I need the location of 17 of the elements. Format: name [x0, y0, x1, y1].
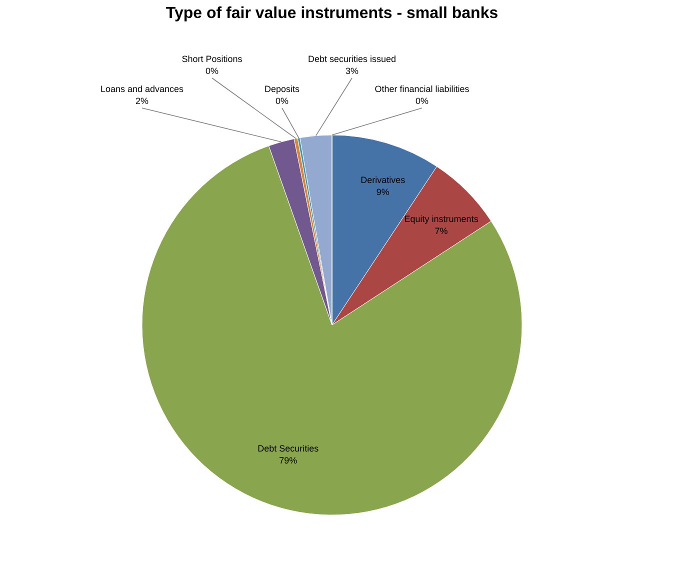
text: 0%: [415, 96, 429, 106]
category-label: Other financial liabilities: [374, 84, 470, 94]
data-label: 3%: [345, 66, 359, 76]
slice-label: Derivatives: [360, 174, 406, 185]
slice-label: Debt Securities: [258, 444, 320, 454]
data-label: 0%: [275, 96, 289, 106]
data-label: 7%: [434, 226, 448, 236]
slice-label: Equity instruments: [404, 214, 479, 224]
chart-title: Type of fair value instruments - small banks: [166, 5, 498, 22]
data-label: 9%: [376, 186, 390, 197]
slice-label: Loans and advances: [100, 84, 184, 94]
data-label: 2%: [135, 96, 149, 106]
data-label: 79%: [279, 456, 298, 466]
data-label: 0%: [205, 66, 219, 76]
slice-label: Short Positions: [182, 54, 243, 64]
slice-label: Debt securities issued: [308, 54, 396, 64]
slice-label: Deposits: [264, 84, 300, 94]
